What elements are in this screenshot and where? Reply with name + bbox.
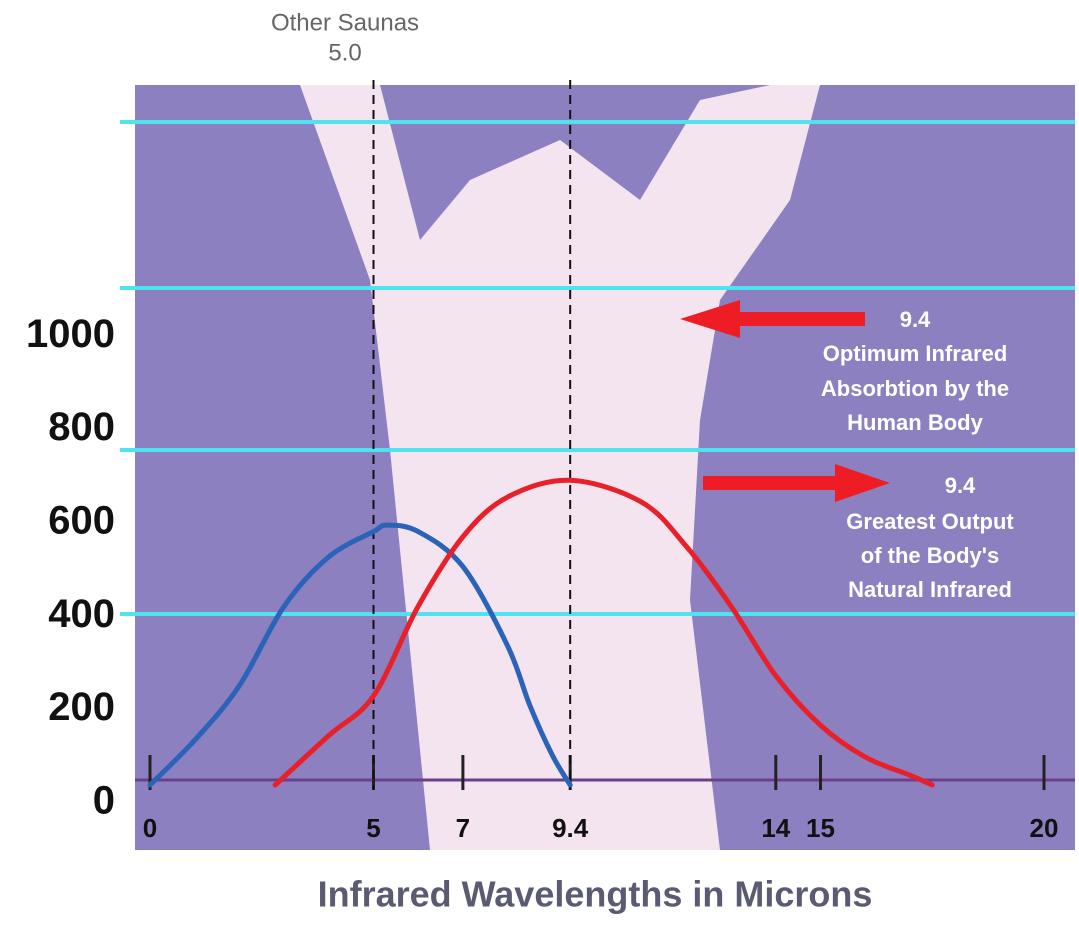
annotation: Natural Infrared: [848, 577, 1012, 602]
y-tick-label: 800: [48, 405, 115, 449]
y-tick-label: 1000: [26, 312, 115, 356]
x-tick-label: 14: [761, 813, 790, 843]
y-tick-label: 600: [48, 499, 115, 543]
annotation: Absorbtion by the: [821, 376, 1009, 401]
series-line: [272, 477, 935, 788]
y-tick-label: 200: [48, 685, 115, 729]
x-tick-label: 7: [456, 813, 470, 843]
y-tick-label: 0: [93, 779, 115, 823]
x-tick-label: 20: [1030, 813, 1059, 843]
x-tick-label: 0: [143, 813, 157, 843]
annotation: Other Saunas: [271, 9, 419, 36]
annotation: 9.4: [945, 473, 976, 498]
arrows: [680, 300, 890, 502]
arrow: [703, 476, 843, 490]
y-tick-label: 400: [48, 592, 115, 636]
x-axis-title: Infrared Wavelengths in Microns: [318, 874, 873, 915]
annotation: Greatest Output: [846, 509, 1014, 534]
annotation: Human Body: [847, 410, 983, 435]
annotation: Optimum Infrared: [823, 341, 1008, 366]
arrow: [680, 300, 740, 338]
annotation: of the Body's: [861, 543, 999, 568]
annotation: 9.4: [900, 307, 931, 332]
body-figure: [300, 85, 820, 850]
arrow: [730, 312, 865, 326]
series-line: [147, 522, 573, 788]
arrow: [835, 464, 890, 502]
x-tick-label: 9.4: [552, 813, 589, 843]
x-tick-label: 15: [806, 813, 835, 843]
x-tick-label: 5: [366, 813, 380, 843]
annotation: 5.0: [328, 39, 361, 66]
